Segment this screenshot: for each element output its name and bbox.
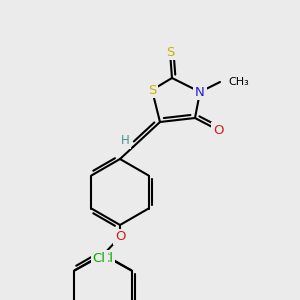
Text: H: H <box>121 134 129 148</box>
Text: CH₃: CH₃ <box>228 77 249 87</box>
Text: S: S <box>166 46 174 59</box>
Text: Cl: Cl <box>100 252 113 265</box>
Text: N: N <box>195 85 205 98</box>
Text: O: O <box>115 230 125 244</box>
Text: Cl: Cl <box>93 252 106 265</box>
Text: S: S <box>148 83 156 97</box>
Text: O: O <box>213 124 223 136</box>
